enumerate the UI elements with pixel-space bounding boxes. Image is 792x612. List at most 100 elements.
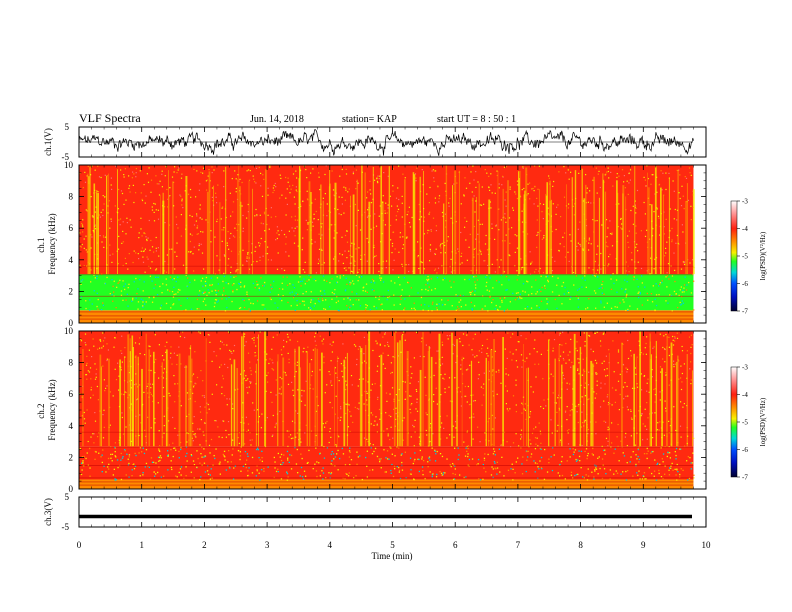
spectrogram-speckle [646, 453, 648, 455]
spectrogram-speckle [619, 373, 621, 375]
spectrogram-speckle [196, 298, 199, 301]
spectrogram-speckle [263, 304, 265, 306]
spectrogram-speckle [465, 395, 467, 397]
spectrogram-speckle [110, 446, 112, 448]
spectrogram-speckle [222, 229, 225, 231]
spectrogram-speckle [367, 209, 369, 211]
spectrogram-speckle [539, 430, 541, 432]
spectrogram-speckle [329, 306, 331, 308]
spectrogram-speckle [175, 475, 177, 477]
spectrogram-speckle [555, 213, 557, 215]
spectrogram-speckle [559, 475, 561, 477]
spectrogram-speckle [359, 455, 361, 457]
spectrogram-speckle [423, 233, 425, 235]
spectrogram-speckle [614, 448, 616, 450]
spectrogram-speckle [596, 384, 598, 386]
spectrogram-speckle [475, 200, 477, 202]
spectrogram-speckle [203, 448, 205, 450]
spectrogram-impulse [87, 173, 89, 274]
spectrogram-speckle [566, 430, 569, 432]
spectrogram-speckle [492, 468, 494, 470]
spectrogram-speckle [537, 231, 539, 233]
spectrogram-speckle [186, 392, 189, 394]
spectrogram-speckle [617, 380, 620, 382]
spectrogram-speckle [469, 233, 471, 235]
spectrogram-speckle [430, 423, 432, 425]
spectrogram-speckle [504, 348, 506, 350]
spectrogram-speckle [617, 351, 620, 353]
spectrogram-speckle [578, 450, 580, 452]
spectrogram-speckle [271, 348, 273, 350]
spectrogram-speckle [99, 339, 101, 341]
spectrogram-speckle [341, 236, 343, 238]
spectrogram-speckle [665, 300, 667, 302]
spectrogram-speckle [627, 309, 629, 311]
spectrogram-speckle [243, 286, 245, 288]
spectrogram-speckle [270, 288, 273, 290]
spectrogram-speckle [343, 186, 345, 188]
spectrogram-speckle [473, 179, 475, 181]
spectrogram-speckle [429, 471, 431, 473]
spectrogram-impulse [590, 360, 593, 447]
spectrogram-speckle [454, 447, 456, 449]
spectrogram-speckle [403, 309, 405, 311]
spectrogram-speckle [195, 436, 197, 438]
spectrogram-speckle [401, 289, 403, 291]
spectrogram-speckle [441, 363, 444, 365]
spectrogram-speckle [170, 307, 172, 309]
spectrogram-speckle [234, 170, 236, 172]
spectrogram-speckle [636, 356, 638, 358]
spectrogram-speckle [303, 390, 305, 392]
spectrogram-speckle [193, 270, 195, 272]
spectrogram-speckle [688, 167, 691, 169]
spectrogram-speckle [559, 439, 562, 441]
spectrogram-speckle [382, 336, 384, 338]
spectrogram-speckle [472, 354, 474, 356]
spectrogram-speckle [115, 165, 117, 167]
spectrogram-speckle [595, 372, 597, 374]
spectrogram-speckle [509, 408, 511, 410]
spectrogram-speckle [322, 338, 325, 340]
spectrogram-speckle [637, 474, 639, 476]
spectrogram-speckle [677, 471, 679, 473]
spectrogram-speckle [424, 304, 426, 306]
spectrogram-speckle [540, 448, 542, 450]
spectrogram-speckle [155, 462, 157, 464]
spectrogram-speckle [145, 236, 147, 238]
spectrogram-speckle [387, 207, 389, 209]
spectrogram-speckle [221, 240, 223, 242]
spectrogram-speckle [658, 429, 660, 431]
spectrogram-speckle [587, 201, 589, 203]
spectrogram-speckle [194, 433, 196, 435]
spectrogram-speckle [433, 170, 435, 172]
spectrogram-speckle [184, 336, 186, 339]
spectrogram-speckle [576, 341, 578, 343]
spectrogram-speckle [556, 284, 558, 286]
spectrogram-speckle [502, 175, 504, 177]
spectrogram-speckle [466, 334, 468, 336]
spectrogram-speckle [584, 419, 586, 421]
spectrogram-speckle [693, 437, 695, 439]
spectrogram-speckle [240, 286, 242, 288]
spectrogram-speckle [620, 218, 622, 220]
spectrogram-speckle [223, 344, 225, 346]
spectrogram-impulse [428, 346, 430, 447]
spectrogram-speckle [674, 280, 676, 283]
spectrogram-speckle [180, 405, 182, 407]
spectrogram-speckle [436, 309, 438, 311]
spectrogram-speckle [564, 286, 566, 289]
spectrogram-speckle [414, 458, 416, 461]
spectrogram-speckle [603, 306, 605, 308]
spectrogram-speckle [119, 279, 121, 281]
spectrogram-speckle [219, 348, 221, 350]
spectrogram-speckle [296, 190, 298, 193]
spectrogram-speckle [232, 235, 235, 237]
spectrogram-speckle [179, 468, 182, 470]
spectrogram-speckle [635, 246, 637, 248]
spectrogram-speckle [321, 295, 323, 297]
spectrogram-speckle [243, 285, 246, 287]
spectrogram-speckle [611, 233, 613, 235]
spectrogram-speckle [122, 241, 124, 243]
spectrogram-speckle [170, 466, 173, 469]
spectrogram-speckle [102, 235, 105, 237]
